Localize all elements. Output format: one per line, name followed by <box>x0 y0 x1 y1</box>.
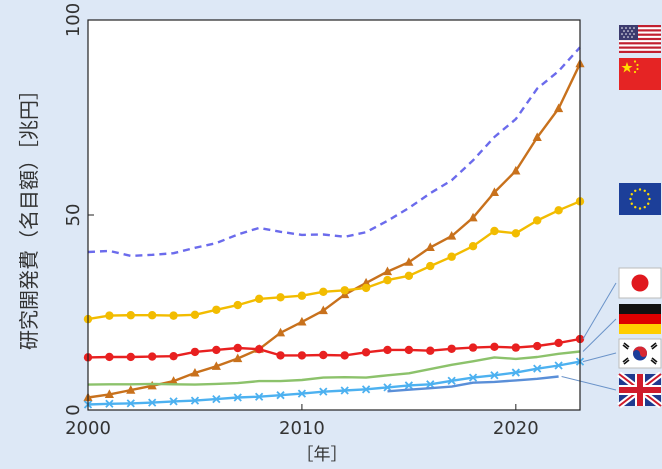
eu-point <box>319 288 327 296</box>
japan-point <box>426 347 434 355</box>
eu-point <box>276 293 284 301</box>
japan-point <box>469 343 477 351</box>
japan-point <box>447 345 455 353</box>
eu-point <box>127 311 135 319</box>
eu-point <box>447 253 455 261</box>
eu-point <box>383 276 391 284</box>
japan-point <box>405 346 413 354</box>
eu-point <box>255 295 263 303</box>
japan-point <box>319 351 327 359</box>
eu-flag-icon <box>619 183 661 215</box>
legend <box>619 25 661 406</box>
eu-point <box>191 311 199 319</box>
japan-point <box>169 352 177 360</box>
eu-point <box>533 216 541 224</box>
japan-point <box>298 351 306 359</box>
eu-point <box>490 227 498 235</box>
japan-point <box>490 343 498 351</box>
eu-point <box>234 301 242 309</box>
japan-point <box>362 348 370 356</box>
germany-leader-line <box>583 319 616 352</box>
korea-flag-icon <box>619 339 661 368</box>
eu-point <box>426 262 434 270</box>
x-axis-label: ［年］ <box>297 445 348 465</box>
x-tick-label: 2010 <box>279 418 325 439</box>
eu-point <box>469 242 477 250</box>
japan-point <box>127 353 135 361</box>
plot-background <box>88 20 580 410</box>
eu-point <box>169 311 177 319</box>
japan-leader-line <box>583 283 616 339</box>
japan-point <box>276 351 284 359</box>
eu-point <box>362 284 370 292</box>
uk-flag-icon <box>619 374 661 406</box>
japan-point <box>512 343 520 351</box>
japan-point <box>255 345 263 353</box>
y-axis-label: 研究開発費（名目額）［兆円］ <box>17 80 41 350</box>
eu-point <box>105 311 113 319</box>
eu-point <box>554 206 562 214</box>
eu-point <box>212 306 220 314</box>
japan-point <box>383 346 391 354</box>
y-tick-label: 50 <box>63 204 84 227</box>
japan-point <box>105 353 113 361</box>
eu-point <box>512 229 520 237</box>
japan-point <box>212 346 220 354</box>
x-tick-label: 2000 <box>65 418 111 439</box>
eu-point <box>340 286 348 294</box>
eu-point <box>148 311 156 319</box>
japan-point <box>234 344 242 352</box>
korea-leader-line <box>583 353 616 362</box>
japan-point <box>340 351 348 359</box>
us-flag-icon <box>619 25 661 53</box>
germany-flag-icon <box>619 304 661 334</box>
china-flag-icon <box>619 58 661 90</box>
japan-point <box>533 342 541 350</box>
y-tick-label: 100 <box>63 3 84 37</box>
eu-point <box>298 292 306 300</box>
japan-flag-icon <box>619 268 661 298</box>
y-tick-label: 0 <box>63 404 84 415</box>
x-tick-label: 2020 <box>493 418 539 439</box>
japan-point <box>554 339 562 347</box>
japan-point <box>191 348 199 356</box>
eu-point <box>405 272 413 280</box>
japan-point <box>148 352 156 360</box>
